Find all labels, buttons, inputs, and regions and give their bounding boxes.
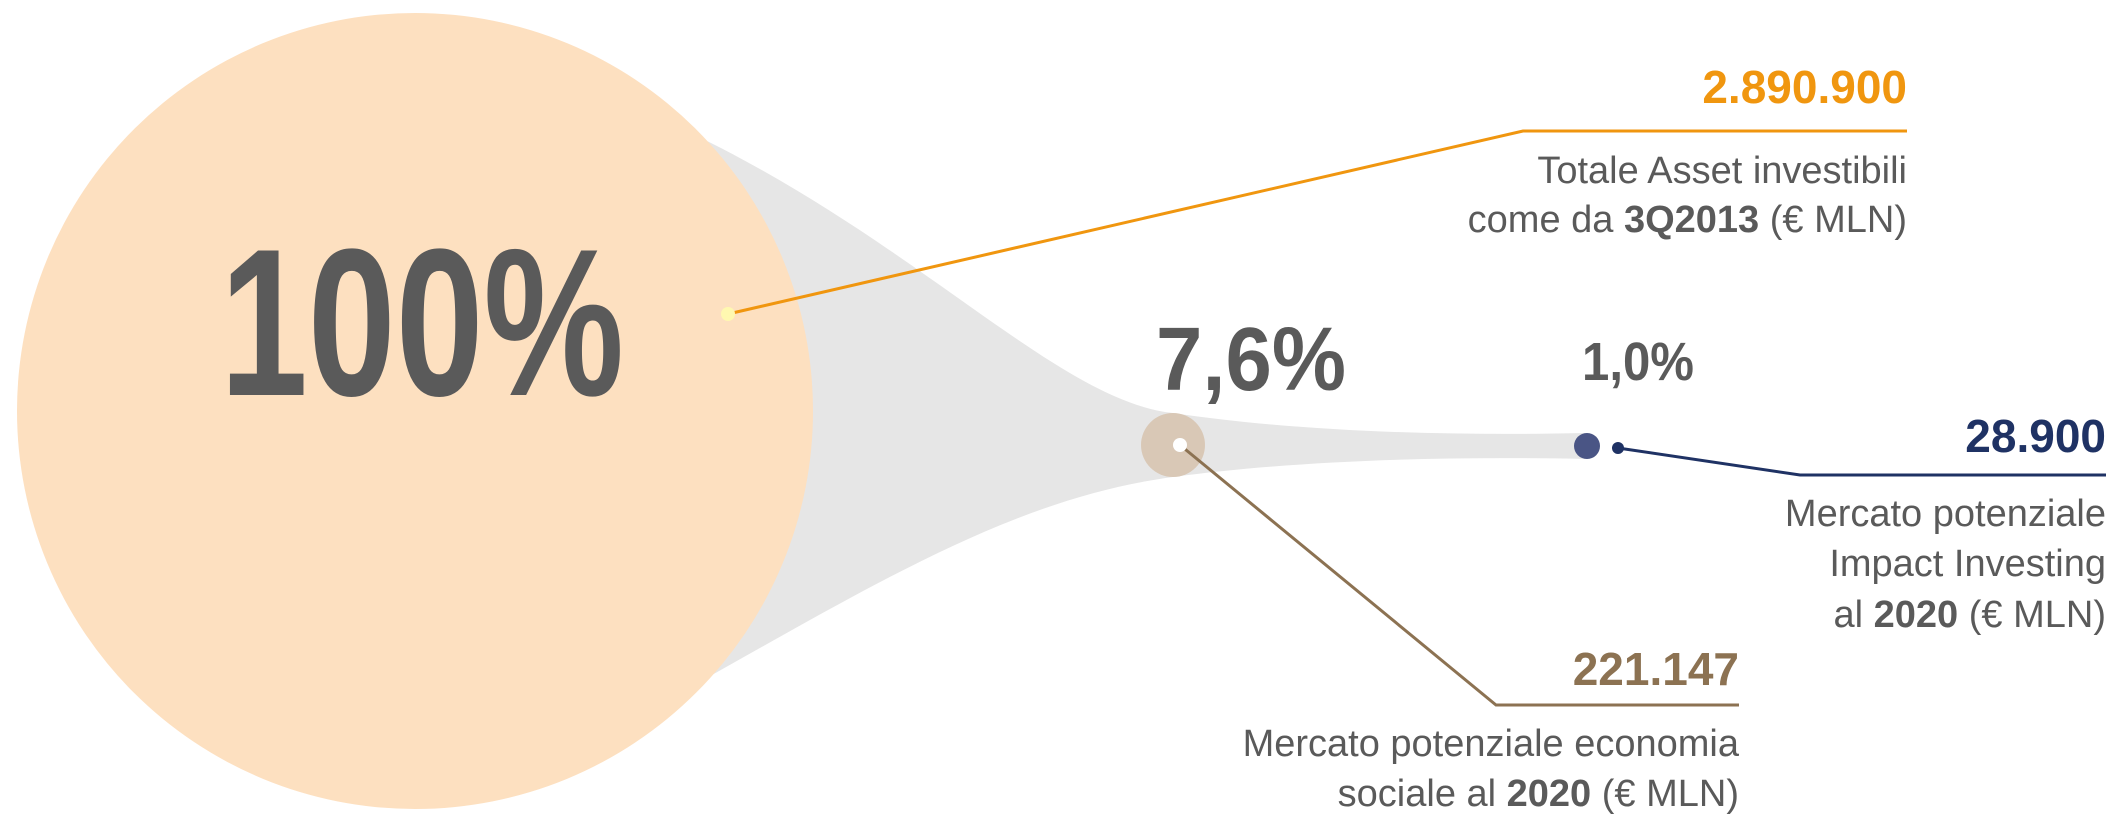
label: Mercato potenziale economia bbox=[1243, 723, 1740, 765]
label: Totale Asset investibili bbox=[1537, 150, 1907, 192]
label-segment: (€ MLN) bbox=[1958, 594, 2106, 636]
percent: 100% bbox=[220, 205, 624, 440]
value: 221.147 bbox=[1573, 643, 1739, 695]
percent: 1,0% bbox=[1582, 332, 1694, 392]
label: sociale al 2020 (€ MLN) bbox=[1338, 773, 1739, 815]
value: 28.900 bbox=[1965, 410, 2106, 462]
leader-dot bbox=[721, 307, 735, 321]
label-segment: (€ MLN) bbox=[1759, 199, 1907, 241]
label-segment: sociale al bbox=[1338, 773, 1507, 815]
label: Impact Investing bbox=[1829, 543, 2106, 585]
leader-dot bbox=[1173, 438, 1187, 452]
label-segment: Mercato potenziale economia bbox=[1243, 723, 1740, 765]
percent: 7,6% bbox=[1156, 310, 1346, 410]
funnel bbox=[640, 110, 1587, 715]
small-circle bbox=[1574, 433, 1600, 459]
value: 2.890.900 bbox=[1702, 61, 1907, 113]
leader-line bbox=[1179, 443, 1739, 707]
label-segment: Impact Investing bbox=[1829, 543, 2106, 585]
label-segment: 2020 bbox=[1874, 594, 1959, 636]
leader-line bbox=[727, 129, 1907, 316]
label-segment: (€ MLN) bbox=[1591, 773, 1739, 815]
leader-line bbox=[1617, 446, 2106, 477]
big-circle bbox=[17, 13, 813, 809]
label-segment: Totale Asset investibili bbox=[1537, 150, 1907, 192]
label-segment: come da bbox=[1468, 199, 1624, 241]
label: al 2020 (€ MLN) bbox=[1834, 594, 2106, 636]
leader-dot bbox=[1612, 442, 1624, 454]
label-segment: 2020 bbox=[1507, 773, 1592, 815]
label: Mercato potenziale bbox=[1785, 493, 2106, 535]
label-segment: Mercato potenziale bbox=[1785, 493, 2106, 535]
label: come da 3Q2013 (€ MLN) bbox=[1468, 199, 1907, 241]
label-segment: 3Q2013 bbox=[1624, 199, 1759, 241]
label-segment: al bbox=[1834, 594, 1874, 636]
